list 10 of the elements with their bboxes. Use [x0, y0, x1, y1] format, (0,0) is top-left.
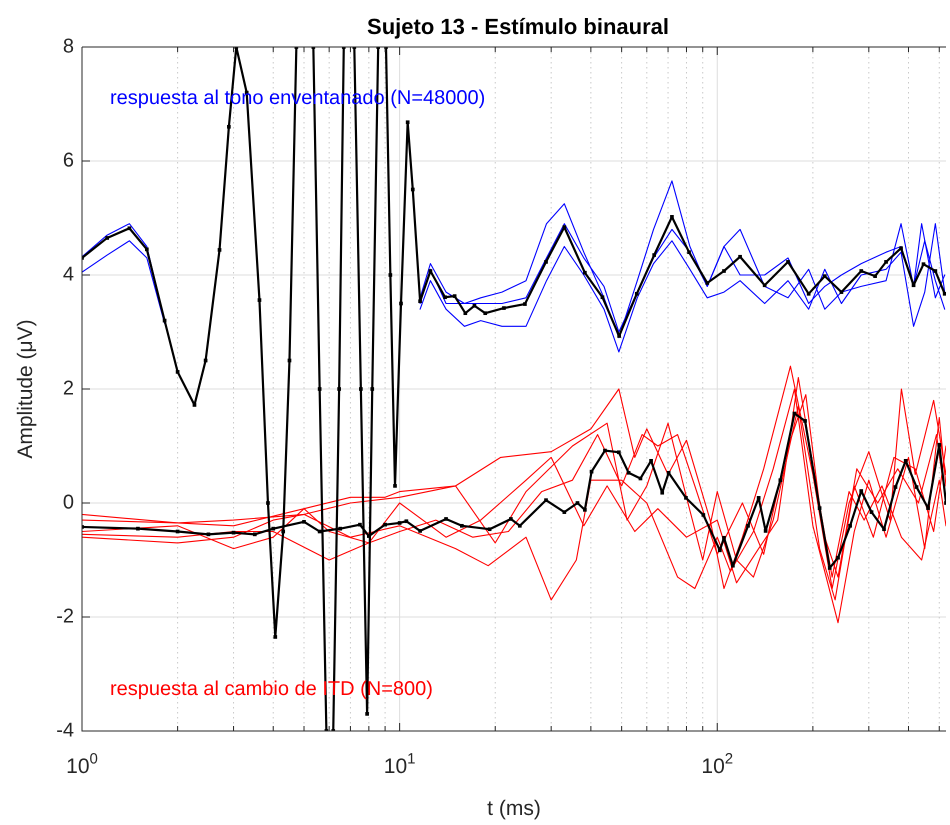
y-tick-label: -4	[56, 720, 74, 742]
y-tick-label: 8	[62, 36, 74, 58]
chart-title: Sujeto 13 - Estímulo binaural	[367, 14, 669, 39]
y-tick-label: 6	[62, 150, 74, 172]
y-tick-label: 4	[62, 264, 74, 286]
x-axis-title: t (ms)	[487, 797, 541, 820]
y-tick-label: -2	[56, 606, 74, 628]
y-axis-title: Amplitude (μV)	[14, 319, 37, 459]
y-tick-label: 2	[62, 378, 74, 400]
y-tick-label: 0	[62, 492, 74, 514]
